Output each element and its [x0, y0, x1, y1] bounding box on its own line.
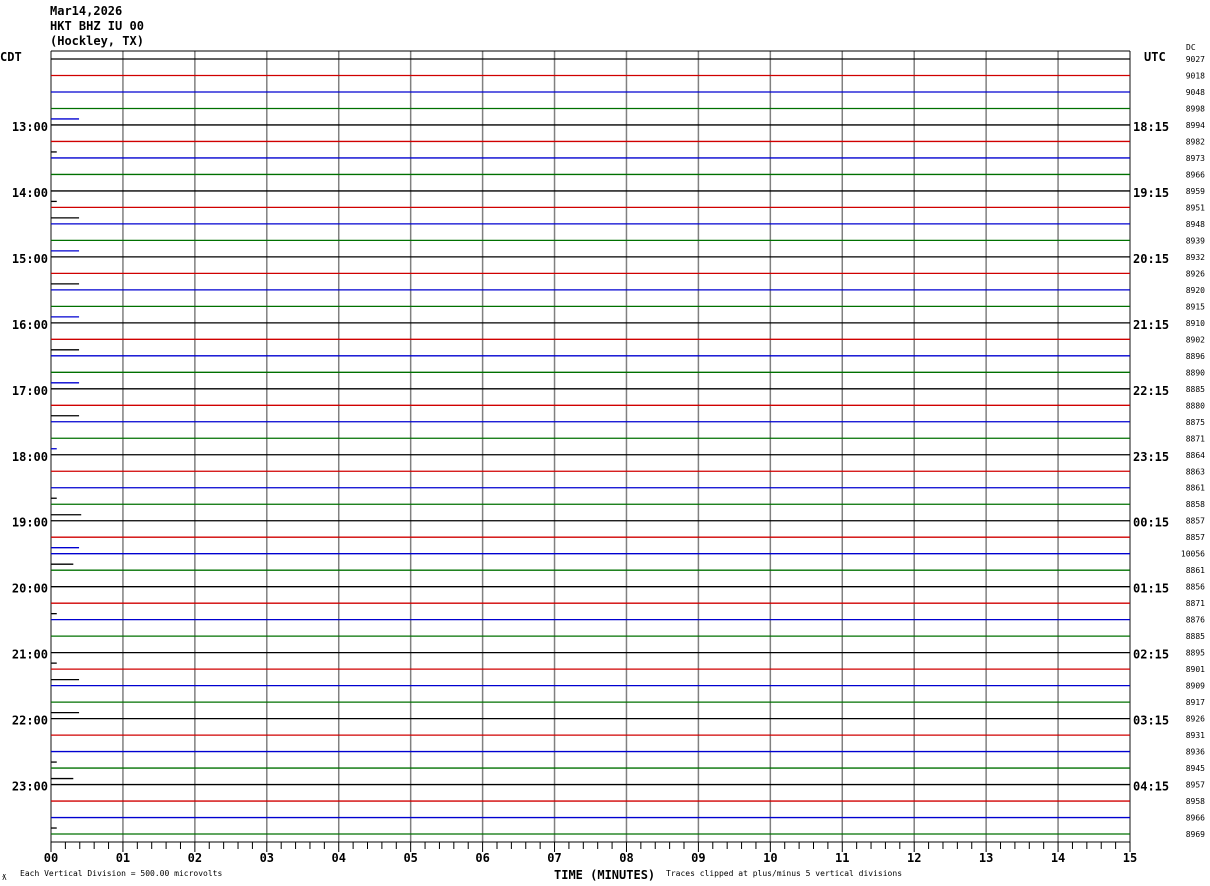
- dc-value: 8998: [1186, 104, 1205, 113]
- x-tick-label: 01: [116, 851, 130, 865]
- x-tick-label: 12: [907, 851, 921, 865]
- dc-value: 9048: [1186, 88, 1205, 97]
- dc-value: 10056: [1181, 550, 1205, 559]
- dc-value: 8966: [1186, 814, 1205, 823]
- dc-value: 8931: [1186, 731, 1205, 740]
- dc-value: 8861: [1186, 566, 1205, 575]
- scale-note: Each Vertical Division = 500.00 microvol…: [20, 869, 222, 878]
- utc-hour-label: 03:15: [1133, 714, 1169, 728]
- x-tick-label: 04: [332, 851, 346, 865]
- dc-label: DC: [1186, 43, 1196, 52]
- cdt-hour-label: 23:00: [12, 780, 48, 794]
- dc-value: 8861: [1186, 484, 1205, 493]
- dc-value: 8876: [1186, 616, 1205, 625]
- utc-hour-label: 19:15: [1133, 186, 1169, 200]
- dc-value: 9018: [1186, 71, 1205, 80]
- dc-value: 8973: [1186, 154, 1205, 163]
- dc-value: 8926: [1186, 269, 1205, 278]
- dc-value: 8982: [1186, 137, 1205, 146]
- utc-hour-label: 00:15: [1133, 516, 1169, 530]
- dc-value: 8895: [1186, 649, 1205, 658]
- utc-hour-label: 01:15: [1133, 582, 1169, 596]
- utc-hour-label: 18:15: [1133, 120, 1169, 134]
- dc-value: 8857: [1186, 533, 1205, 542]
- cdt-hour-label: 21:00: [12, 648, 48, 662]
- utc-hour-label: 04:15: [1133, 780, 1169, 794]
- dc-value: 8890: [1186, 368, 1205, 377]
- utc-hour-label: 22:15: [1133, 384, 1169, 398]
- x-tick-label: 07: [547, 851, 561, 865]
- dc-value: 8871: [1186, 599, 1205, 608]
- x-tick-label: 02: [188, 851, 202, 865]
- station-location: (Hockley, TX): [50, 34, 144, 48]
- x-tick-label: 10: [763, 851, 777, 865]
- dc-value: 8880: [1186, 401, 1205, 410]
- dc-value: 8958: [1186, 797, 1205, 806]
- dc-value: 8939: [1186, 236, 1205, 245]
- x-tick-label: 13: [979, 851, 993, 865]
- dc-value: 8856: [1186, 583, 1205, 592]
- dc-value: 8910: [1186, 319, 1205, 328]
- x-tick-label: 08: [619, 851, 633, 865]
- x-tick-label: 05: [403, 851, 417, 865]
- dc-value: 8959: [1186, 187, 1205, 196]
- dc-value: 8969: [1186, 830, 1205, 839]
- chart-date: Mar14,2026: [50, 4, 123, 18]
- x-axis-label: TIME (MINUTES): [554, 868, 655, 882]
- dc-value: 8951: [1186, 203, 1205, 212]
- dc-value: 8957: [1186, 781, 1205, 790]
- cdt-hour-label: 15:00: [12, 252, 48, 266]
- dc-value: 8857: [1186, 517, 1205, 526]
- station-name: HKT BHZ IU 00: [50, 19, 144, 33]
- dc-value: 8902: [1186, 335, 1205, 344]
- cdt-hour-label: 14:00: [12, 186, 48, 200]
- x-tick-label: 15: [1123, 851, 1137, 865]
- utc-hour-label: 21:15: [1133, 318, 1169, 332]
- left-axis-label: CDT: [0, 50, 22, 64]
- corner-mark: ƛ: [2, 873, 7, 882]
- cdt-hour-label: 22:00: [12, 714, 48, 728]
- cdt-hour-label: 17:00: [12, 384, 48, 398]
- dc-value: 8863: [1186, 467, 1205, 476]
- cdt-hour-label: 19:00: [12, 516, 48, 530]
- dc-value: 8966: [1186, 170, 1205, 179]
- dc-value: 8948: [1186, 220, 1205, 229]
- dc-value: 8871: [1186, 434, 1205, 443]
- utc-hour-label: 20:15: [1133, 252, 1169, 266]
- dc-value: 8885: [1186, 385, 1205, 394]
- dc-value: 8917: [1186, 698, 1205, 707]
- x-tick-label: 00: [44, 851, 58, 865]
- dc-value: 8896: [1186, 352, 1205, 361]
- cdt-hour-label: 13:00: [12, 120, 48, 134]
- x-tick-label: 06: [475, 851, 489, 865]
- cdt-hour-label: 16:00: [12, 318, 48, 332]
- dc-value: 8920: [1186, 286, 1205, 295]
- dc-value: 8885: [1186, 632, 1205, 641]
- utc-hour-label: 02:15: [1133, 648, 1169, 662]
- dc-value: 8936: [1186, 748, 1205, 757]
- dc-value: 8915: [1186, 302, 1205, 311]
- x-tick-label: 03: [260, 851, 274, 865]
- dc-value: 8875: [1186, 418, 1205, 427]
- dc-value: 8994: [1186, 121, 1205, 130]
- x-tick-label: 11: [835, 851, 849, 865]
- utc-hour-label: 23:15: [1133, 450, 1169, 464]
- x-tick-label: 09: [691, 851, 705, 865]
- dc-value: 8858: [1186, 500, 1205, 509]
- cdt-hour-label: 18:00: [12, 450, 48, 464]
- clip-note: Traces clipped at plus/minus 5 vertical …: [666, 869, 902, 878]
- x-tick-label: 14: [1051, 851, 1065, 865]
- dc-value: 8945: [1186, 764, 1205, 773]
- dc-value: 9027: [1186, 55, 1205, 64]
- cdt-hour-label: 20:00: [12, 582, 48, 596]
- dc-value: 8932: [1186, 253, 1205, 262]
- dc-value: 8901: [1186, 665, 1205, 674]
- dc-value: 8864: [1186, 451, 1205, 460]
- dc-value: 8926: [1186, 715, 1205, 724]
- dc-value: 8909: [1186, 682, 1205, 691]
- right-axis-label: UTC: [1144, 50, 1166, 64]
